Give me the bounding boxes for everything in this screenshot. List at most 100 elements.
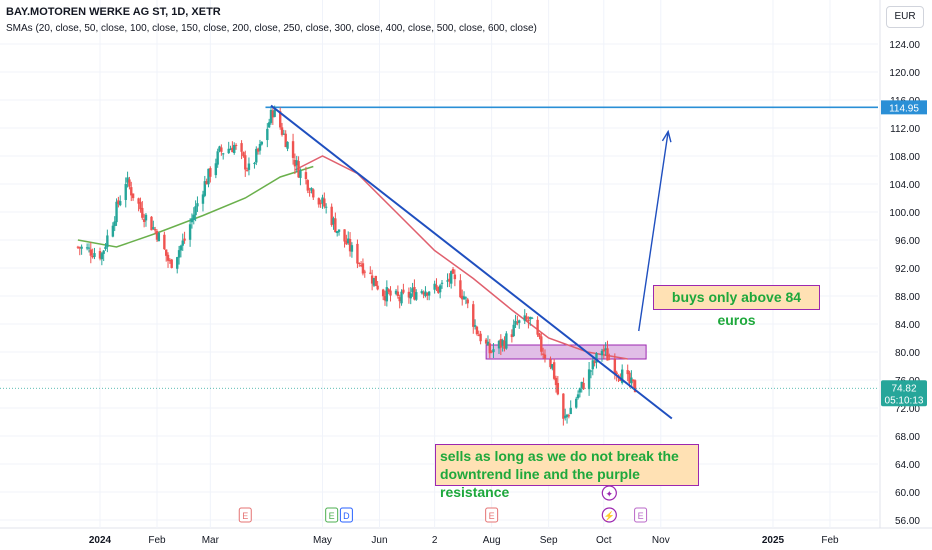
candle-body [87, 247, 91, 249]
candle-body [516, 322, 519, 324]
moving-averages [77, 155, 628, 360]
candle-body [449, 271, 453, 284]
candle-body [525, 316, 528, 320]
candle-body [530, 317, 534, 319]
candle-body [488, 343, 492, 354]
purple-resistance-zone[interactable] [485, 344, 647, 360]
candle-body [464, 297, 468, 299]
candle-body [347, 238, 350, 244]
candle-body [330, 206, 333, 226]
candle-body [332, 218, 335, 225]
currency-button[interactable]: EUR [886, 6, 924, 28]
candle-body [291, 141, 295, 158]
candle-body [398, 297, 401, 302]
candle-body [203, 181, 207, 196]
candle-body [247, 163, 251, 170]
candle-body [293, 160, 297, 167]
candle-body [518, 320, 521, 323]
candle-body [358, 262, 361, 264]
candle-body [117, 200, 120, 205]
candle-body [271, 110, 275, 118]
candle-body [363, 271, 366, 273]
y-tick-label: 68.00 [895, 432, 920, 443]
candle-body [484, 339, 488, 344]
candle-body [536, 319, 539, 335]
candle-body [297, 161, 300, 178]
candle-body [479, 333, 482, 342]
resistance-price-tag [881, 100, 927, 115]
event-marker-box [325, 507, 339, 523]
event-marker-label: D [343, 511, 350, 521]
event-markers[interactable]: E E D E E✦⚡ [238, 485, 648, 523]
candle-body [578, 388, 582, 393]
split-icon-glyph: ✦ [606, 489, 614, 499]
candle-body [89, 249, 93, 256]
candle-body [413, 287, 416, 300]
candle-body [383, 296, 387, 301]
candle-body [556, 383, 560, 395]
candle-body [205, 181, 208, 185]
candle-body [214, 163, 218, 176]
x-tick-label: Feb [821, 535, 839, 546]
buy-note[interactable]: buys only above 84 euros [653, 285, 820, 328]
candle-body [492, 349, 495, 353]
candle-body [176, 257, 179, 269]
candle-body [451, 269, 455, 274]
candle-body [415, 292, 418, 300]
y-tick-label: 64.00 [895, 460, 920, 471]
candle-body [593, 361, 596, 364]
candle-body [563, 415, 567, 418]
candle-body [606, 348, 609, 361]
candle-body [111, 225, 115, 237]
candle-body [335, 231, 339, 234]
indicator-legend[interactable]: SMAs (20, close, 50, close, 100, close, … [6, 23, 537, 34]
candle-body [286, 141, 289, 149]
candle-body [312, 189, 315, 198]
candle-body [370, 275, 374, 284]
candle-body [142, 219, 146, 222]
candle-body [587, 369, 591, 390]
candle-body [437, 287, 440, 293]
candle-body [356, 243, 359, 264]
resistance-zone-rect [485, 344, 647, 360]
candle-body [130, 187, 133, 196]
candle-body [396, 291, 400, 297]
candle-body [273, 109, 276, 117]
downtrend-line[interactable] [270, 104, 673, 420]
candle-body [321, 197, 324, 204]
candle-body [540, 336, 543, 352]
candle-body [497, 340, 501, 349]
candle-body [582, 382, 585, 390]
sell-note[interactable]: sells as long as we do not break the dow… [435, 444, 699, 500]
candle-body [183, 238, 186, 241]
candle-body [207, 168, 210, 185]
candle-body [462, 296, 466, 300]
y-tick-label: 104.00 [889, 180, 920, 191]
candle-body [409, 293, 412, 299]
candle-body [242, 152, 245, 157]
y-tick-label: 96.00 [895, 236, 920, 247]
y-tick-label: 80.00 [895, 348, 920, 359]
candle-body [267, 122, 271, 128]
candle-body [376, 285, 379, 290]
x-tick-label: 2 [432, 535, 438, 546]
candle-body [337, 229, 341, 232]
y-tick-label: 84.00 [895, 320, 920, 331]
candle-body [310, 187, 313, 191]
time-axis[interactable]: 2024 Feb Mar May Jun 2 Aug Sep Oct Nov 2025 Feb [89, 535, 839, 546]
candle-body [319, 203, 322, 205]
candle-body [600, 350, 604, 356]
candle-body [424, 291, 427, 297]
x-tick-label: May [313, 535, 332, 546]
y-tick-label: 92.00 [895, 264, 920, 275]
candle-body [613, 359, 617, 375]
split-icon [601, 485, 617, 501]
candle-body [490, 351, 493, 353]
projection-arrow[interactable] [638, 129, 672, 332]
event-marker-box [485, 507, 499, 523]
candle-body [196, 203, 199, 207]
candle-body [150, 216, 153, 231]
arrow-shaft [638, 131, 669, 332]
